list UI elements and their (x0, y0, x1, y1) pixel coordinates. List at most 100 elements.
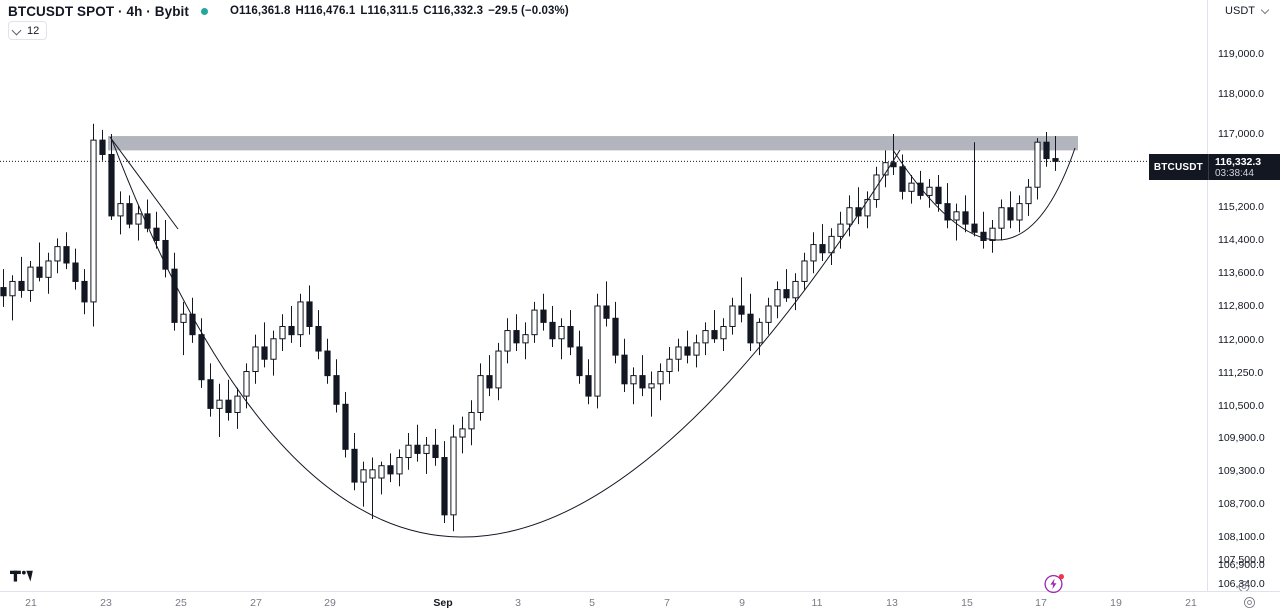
resistance-zone[interactable] (108, 136, 1078, 151)
close-value: 116,332.3 (431, 5, 484, 17)
candlestick (162, 220, 169, 278)
candlestick (108, 134, 115, 220)
candlestick (953, 203, 960, 241)
candlestick (531, 301, 538, 343)
candlestick (765, 297, 772, 335)
candlestick (171, 252, 178, 331)
candlestick (72, 248, 79, 290)
candlestick (198, 318, 205, 388)
candlestick (1025, 179, 1032, 216)
candlestick (9, 275, 16, 321)
price-badge-symbol: BTCUSDT (1148, 154, 1208, 180)
candlestick (216, 383, 223, 438)
candlestick (855, 187, 862, 225)
candlestick (369, 457, 376, 519)
price-badge-countdown: 03:38:44 (1215, 167, 1254, 179)
candlestick (657, 363, 664, 401)
time-scale[interactable]: 21 23 25 27 29 Sep 3 5 7 9 11 13 15 17 19 21 (0, 591, 1280, 615)
candlestick (792, 273, 799, 311)
open-value: 116,361.8 (239, 5, 291, 17)
candlestick (971, 142, 978, 237)
chevron-down-icon[interactable] (13, 26, 22, 35)
candlestick (639, 355, 646, 397)
candlestick (935, 174, 942, 212)
candlestick (1007, 191, 1014, 229)
candlestick (144, 199, 151, 233)
candlestick (846, 195, 853, 237)
candlestick (648, 371, 655, 417)
ohlc-values: O116,361.8 H116,476.1 L116,311.5 C116,332.3… (230, 5, 569, 17)
price-tick-label: 118,000.0 (1218, 88, 1264, 100)
candlestick (630, 367, 637, 405)
price-tick-label: 112,800.0 (1218, 300, 1264, 312)
resistance-zone-group (108, 136, 1078, 151)
candlestick (297, 293, 304, 347)
time-tick-label: 11 (811, 597, 823, 609)
candlestick (684, 330, 691, 364)
low-label: L (360, 5, 368, 17)
time-tick-label: 27 (250, 597, 262, 609)
candlestick (423, 437, 430, 474)
candlestick (18, 256, 25, 298)
price-tick-label: 113,600.0 (1218, 267, 1264, 279)
tradingview-logo[interactable] (10, 568, 36, 585)
indicator-count-badge[interactable]: 12 (8, 21, 48, 40)
price-tick-label: 107,500.0 (1218, 554, 1265, 566)
candlestick (270, 330, 277, 376)
candlestick (504, 318, 511, 364)
candlestick (333, 359, 340, 413)
price-tick-label: 110,500.0 (1218, 400, 1264, 412)
chevron-down-icon[interactable] (1262, 7, 1270, 15)
symbol-title[interactable]: BTCUSDT SPOT · 4h · Bybit (8, 3, 189, 19)
candlestick (702, 322, 709, 356)
open-label: O (230, 5, 240, 17)
currency-selector[interactable]: USDT (1221, 3, 1274, 19)
candlestick (603, 281, 610, 327)
high-label: H (295, 5, 304, 17)
candlestick (1016, 195, 1023, 233)
price-scale[interactable]: USDT 119,000.0 118,000.0 117,000.0 115,200.… (1207, 0, 1280, 615)
candlestick (0, 269, 7, 307)
change-value: −29.5 (−0.03%) (488, 5, 569, 17)
candlestick (405, 432, 412, 470)
candlestick (54, 238, 61, 274)
candlestick (90, 123, 97, 327)
candlestick (729, 297, 736, 335)
candlestick (441, 441, 448, 524)
current-price-badge: BTCUSDT 116,332.3 03:38:44 (1148, 154, 1280, 180)
descending-trendline[interactable] (109, 136, 179, 230)
candlestick (414, 424, 421, 462)
candlestick (1043, 131, 1050, 167)
candlestick (288, 306, 295, 343)
candlestick (585, 359, 592, 405)
candlestick (998, 199, 1005, 241)
candlestick (279, 314, 286, 352)
candlestick (495, 342, 502, 401)
large-cup-arc[interactable] (111, 139, 901, 538)
candlestick (261, 322, 268, 368)
candlestick (486, 355, 493, 397)
candlestick (360, 461, 367, 507)
candlestick (63, 232, 70, 270)
chart-plot-area[interactable] (0, 0, 1208, 592)
candlestick (989, 220, 996, 253)
candlestick (99, 129, 106, 161)
low-value: 116,311.5 (367, 5, 419, 17)
lightning-bolt-icon[interactable] (1042, 571, 1066, 595)
time-tick-label: 25 (175, 597, 187, 609)
gear-icon[interactable] (1243, 596, 1256, 609)
candlestick (234, 387, 241, 429)
candlestick (135, 205, 142, 241)
candlestick (828, 228, 835, 266)
candlestick (567, 310, 574, 356)
candlestick (432, 428, 439, 466)
small-cup-arc[interactable] (892, 147, 1076, 241)
candlestick (908, 174, 915, 204)
candlestick (944, 183, 951, 229)
price-tick-label: 119,000.0 (1218, 48, 1264, 60)
indicator-count-label: 12 (27, 24, 40, 37)
candlestick (117, 191, 124, 235)
candlestick (513, 314, 520, 352)
candlestick (180, 301, 187, 356)
